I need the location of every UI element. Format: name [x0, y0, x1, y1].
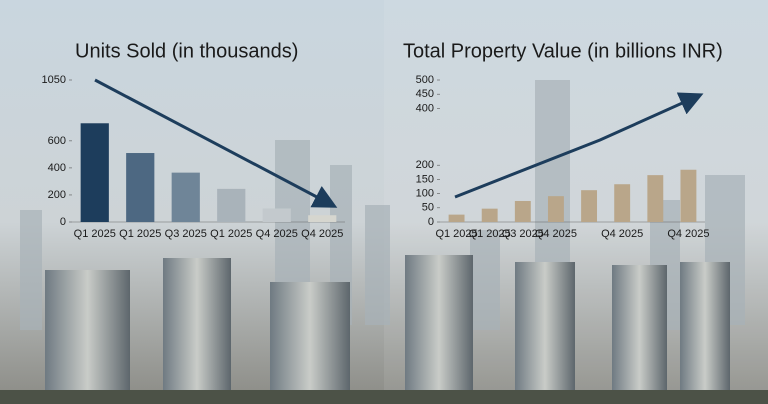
bar — [171, 172, 200, 222]
x-tick-label: Q4 2025 — [301, 228, 343, 240]
bar — [126, 153, 155, 222]
x-tick-label: Q1 2025 — [74, 228, 116, 240]
y-tick-label: 0 — [60, 216, 66, 228]
chart-title: Total Property Value (in billions INR) — [403, 40, 723, 62]
bar — [217, 188, 246, 222]
trend-arrow — [94, 78, 338, 208]
bar — [547, 196, 564, 222]
x-tick-label: Q1 2025 — [435, 228, 477, 240]
y-tick-label: 400 — [48, 162, 66, 174]
x-tick-label: Q1 2025 — [119, 228, 161, 240]
y-tick-label: 100 — [416, 188, 434, 200]
bar — [481, 208, 498, 222]
y-tick-label: 500 — [416, 74, 434, 86]
bar — [262, 208, 291, 222]
bar — [680, 169, 697, 222]
y-tick-label: 450 — [416, 88, 434, 100]
x-tick-label: Q3 2025 — [502, 228, 544, 240]
y-tick-label: 400 — [416, 102, 434, 114]
bar — [308, 215, 337, 222]
x-tick-label: Q3 2025 — [165, 228, 207, 240]
y-tick-label: 1050 — [42, 74, 66, 86]
bar — [647, 175, 664, 222]
y-tick-label: 150 — [416, 173, 434, 185]
bar — [80, 123, 109, 222]
y-tick-label: 200 — [48, 189, 66, 201]
x-tick-label: Q4 2025 — [535, 228, 577, 240]
x-tick-label: Q4 2025 — [256, 228, 298, 240]
trend-arrow — [454, 92, 704, 199]
bar — [514, 200, 531, 222]
bar — [614, 184, 631, 222]
bar — [448, 214, 465, 222]
y-tick-label: 0 — [428, 216, 434, 228]
towers — [0, 255, 768, 404]
y-tick-label: 50 — [422, 202, 434, 214]
x-tick-label: Q1 2025 — [210, 228, 252, 240]
y-tick-label: 600 — [48, 135, 66, 147]
bar — [581, 190, 598, 222]
chart-title: Units Sold (in thousands) — [75, 40, 298, 62]
charts: Units Sold (in thousands) 0 200 400 600 1050 Q… — [42, 40, 723, 240]
x-tick-label: Q4 2025 — [667, 228, 709, 240]
y-tick-label: 200 — [416, 159, 434, 171]
x-tick-label: Q4 2025 — [601, 228, 643, 240]
x-tick-label: Q1 2025 — [469, 228, 511, 240]
